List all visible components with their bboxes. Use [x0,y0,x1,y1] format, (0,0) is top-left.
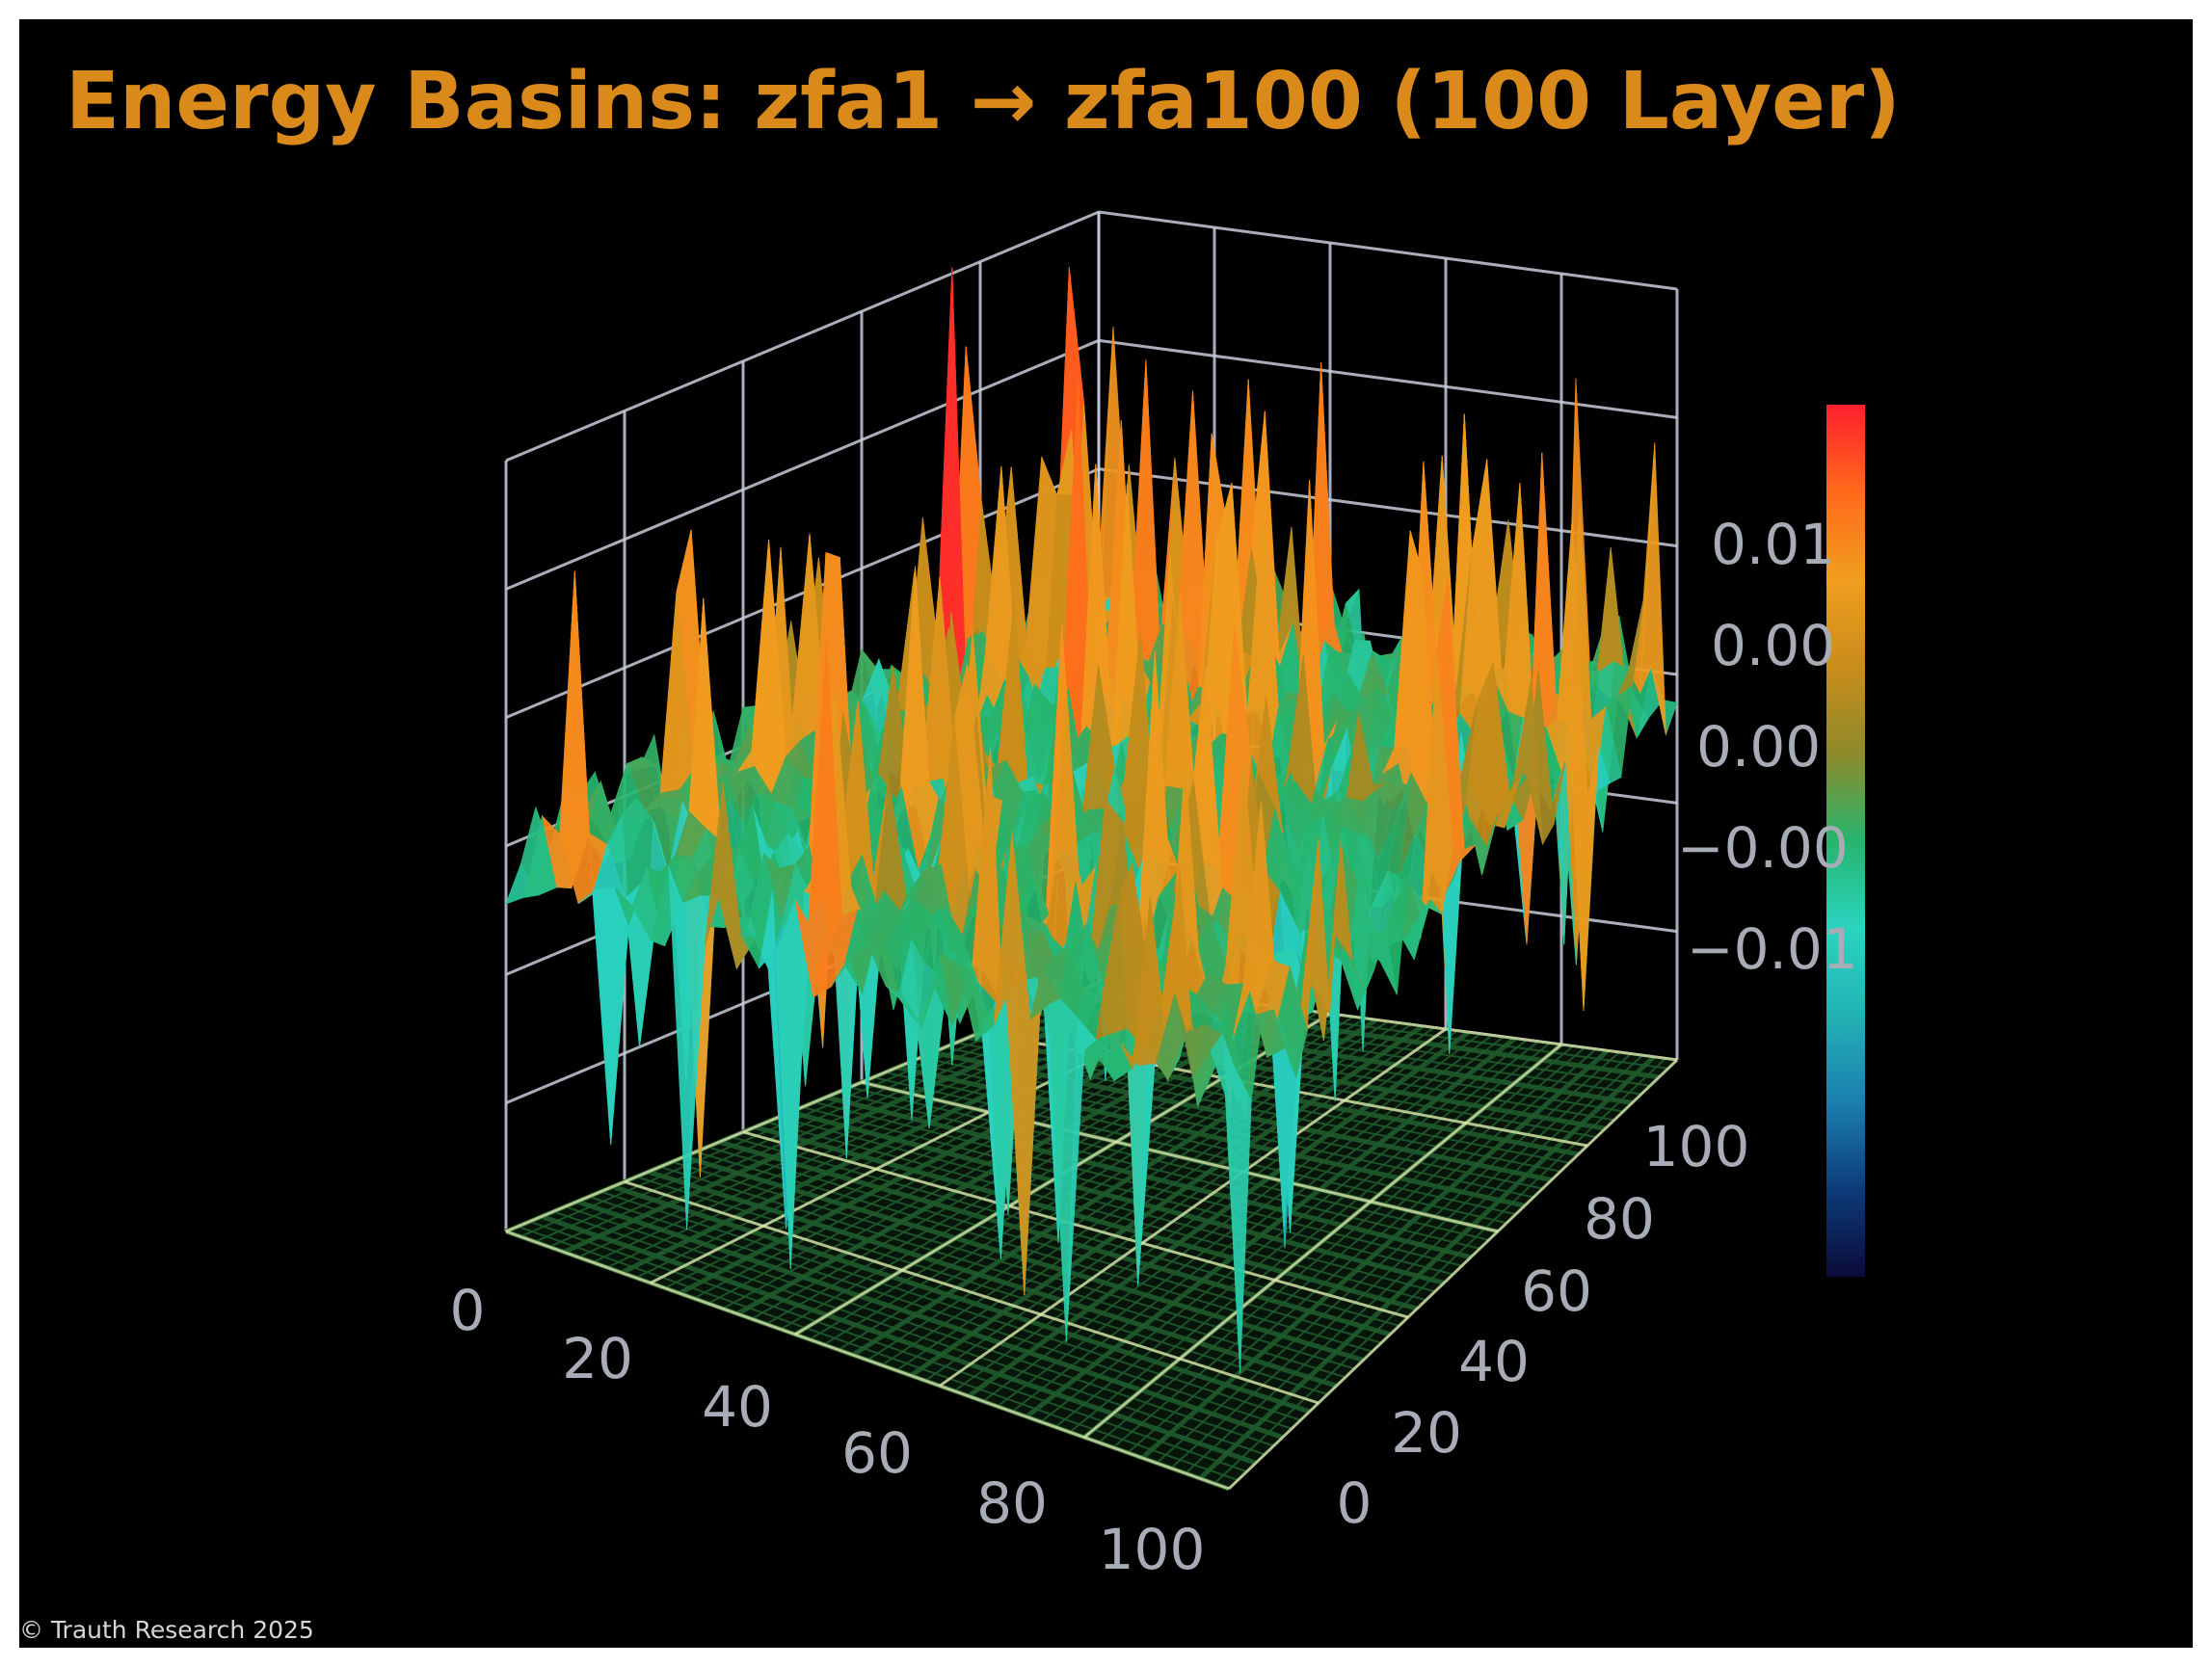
contour-line [1112,1046,1586,1449]
floor-grid-line [742,1130,1409,1319]
contour-line [1098,1045,1574,1443]
y-tick-label: 100 [1643,1114,1750,1179]
x-tick-label: 80 [976,1470,1048,1536]
surface-patch [1210,1032,1240,1374]
contour-line [1185,1054,1643,1474]
colorbar [1826,405,1865,1277]
floor-grid-line [1227,1058,1679,1491]
contour-line [849,1086,1489,1241]
x-tick-label: 0 [450,1278,486,1343]
contour-line [838,1091,1480,1250]
contour-line [1025,1036,1517,1419]
x-axis-ticks: 0 20 40 60 80 100 [450,1278,1206,1582]
contour-line [873,1076,1507,1225]
y-tick-label: 0 [1337,1470,1373,1536]
grid-line [505,210,1678,463]
contour-line [1054,1041,1539,1428]
chart-title: Energy Basins: zfa1 → zfa100 (100 Layer) [66,56,1901,147]
contour-line [1198,1054,1656,1481]
z-tick-label: −0.00 [1677,815,1849,881]
contour-line [1127,1048,1597,1454]
y-tick-label: 80 [1584,1186,1655,1252]
contour-line [953,1029,1458,1392]
contour-line [1170,1052,1632,1469]
z-tick-label: −0.01 [1687,916,1858,982]
contour-line [1213,1057,1666,1485]
contour-line [944,1046,1561,1173]
z-tick-label: 0.01 [1711,512,1835,577]
contour-line [895,1023,1412,1372]
floor-grid-line [1083,1043,1562,1439]
z-tick-label: 0.00 [1696,714,1821,780]
contour-line [967,1030,1471,1398]
colorbar-gradient [1826,405,1865,1277]
y-tick-label: 40 [1458,1329,1530,1394]
chart-canvas: 0 20 40 60 80 100 0 20 40 60 80 100 0.01 0.00 0.00 −0… [19,19,2193,1648]
contour-line [924,1026,1435,1382]
surface-mesh [505,267,1678,1374]
floor-grid-line [939,1027,1447,1388]
x-tick-label: 40 [702,1374,773,1440]
floor-grid-line [624,1179,1319,1405]
x-tick-label: 20 [562,1326,633,1391]
contour-line [1140,1048,1610,1460]
contour-line [866,1020,1389,1362]
contour-line [909,1023,1425,1378]
surface-patch [1530,452,1558,738]
floor-grid-line [505,1230,1230,1491]
y-tick-label: 60 [1521,1258,1592,1324]
contour-line [1069,1042,1551,1434]
copyright-notice: © Trauth Research 2025 [19,1616,314,1644]
z-tick-label: 0.00 [1711,613,1835,678]
grid-line [505,338,1678,591]
y-tick-label: 20 [1391,1400,1462,1466]
z-axis-ticks: 0.01 0.00 0.00 −0.00 −0.01 [1677,512,1858,982]
contour-line [825,1095,1472,1260]
floor-grid-line [861,1080,1499,1233]
x-tick-label: 100 [1099,1517,1206,1582]
contour-line [1156,1051,1620,1465]
x-tick-label: 60 [841,1420,913,1486]
contour-line [1011,1036,1505,1413]
